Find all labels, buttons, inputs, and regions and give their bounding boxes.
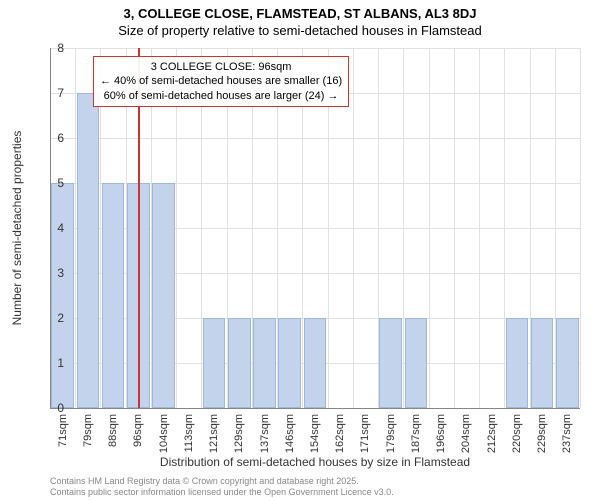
histogram-chart: 3, COLLEGE CLOSE, FLAMSTEAD, ST ALBANS, … [0,0,600,500]
x-tick-label: 179sqm [385,414,397,453]
x-tick-label: 113sqm [183,414,195,452]
y-tick-label: 2 [44,311,64,325]
gridline-vertical [479,48,480,408]
histogram-bar [531,318,554,408]
x-tick-label: 121sqm [208,414,220,453]
histogram-bar [203,318,226,408]
x-axis-line [50,408,580,409]
histogram-bar [228,318,251,408]
x-tick-label: 237sqm [561,414,573,453]
gridline-horizontal [50,138,580,139]
histogram-bar [253,318,276,408]
x-tick-label: 171sqm [359,414,371,453]
y-tick-label: 8 [44,41,64,55]
y-tick-label: 0 [44,401,64,415]
annotation-box: 3 COLLEGE CLOSE: 96sqm← 40% of semi-deta… [93,56,349,107]
gridline-vertical [580,48,581,408]
plot-area: 3 COLLEGE CLOSE: 96sqm← 40% of semi-deta… [50,48,580,408]
chart-title-address: 3, COLLEGE CLOSE, FLAMSTEAD, ST ALBANS, … [0,0,600,21]
x-tick-label: 229sqm [536,414,548,453]
chart-title-description: Size of property relative to semi-detach… [0,21,600,38]
histogram-bar [51,183,74,408]
histogram-bar [506,318,529,408]
x-tick-label: 79sqm [82,414,94,447]
y-tick-label: 1 [44,356,64,370]
x-tick-label: 104sqm [158,414,170,453]
y-axis-label: Number of semi-detached properties [10,131,24,326]
x-tick-label: 96sqm [132,414,144,447]
x-tick-label: 196sqm [435,414,447,453]
attribution-text-1: Contains HM Land Registry data © Crown c… [50,476,359,486]
x-tick-label: 162sqm [334,414,346,453]
x-tick-label: 154sqm [309,414,321,453]
x-tick-label: 88sqm [107,414,119,447]
annotation-line3: 60% of semi-detached houses are larger (… [100,89,342,103]
gridline-horizontal [50,48,580,49]
histogram-bar [152,183,175,408]
x-tick-label: 220sqm [511,414,523,453]
y-tick-label: 5 [44,176,64,190]
histogram-bar [77,93,100,408]
gridline-vertical [454,48,455,408]
histogram-bar [405,318,428,408]
histogram-bar [278,318,301,408]
annotation-line2: ← 40% of semi-detached houses are smalle… [100,74,342,88]
x-tick-label: 137sqm [259,414,271,453]
y-tick-label: 6 [44,131,64,145]
x-axis-label: Distribution of semi-detached houses by … [50,455,580,469]
gridline-vertical [353,48,354,408]
x-tick-label: 187sqm [410,414,422,453]
x-tick-label: 146sqm [284,414,296,453]
y-tick-label: 4 [44,221,64,235]
x-tick-label: 71sqm [57,414,69,447]
gridline-vertical [429,48,430,408]
x-tick-label: 204sqm [460,414,472,453]
attribution-text-2: Contains public sector information licen… [50,487,394,497]
x-tick-label: 212sqm [486,414,498,453]
y-tick-label: 3 [44,266,64,280]
x-tick-label: 129sqm [233,414,245,453]
annotation-line1: 3 COLLEGE CLOSE: 96sqm [100,60,342,74]
histogram-bar [379,318,402,408]
histogram-bar [304,318,327,408]
y-tick-label: 7 [44,86,64,100]
histogram-bar [102,183,125,408]
histogram-bar [556,318,579,408]
